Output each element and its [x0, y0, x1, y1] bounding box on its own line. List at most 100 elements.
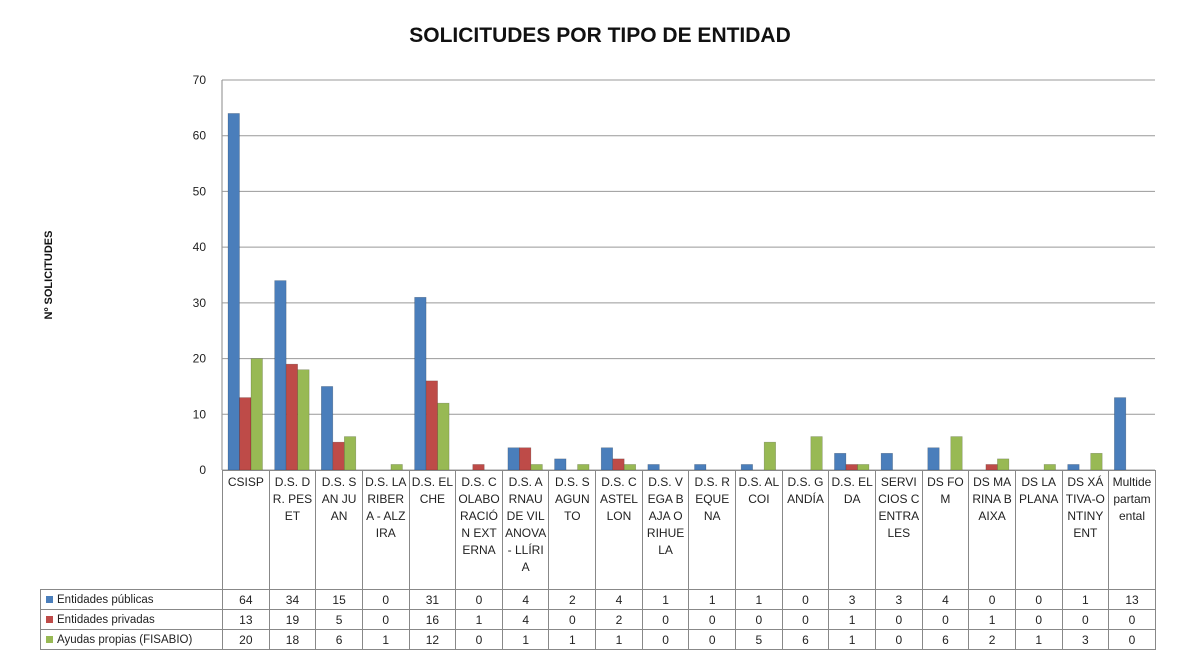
bar	[530, 464, 543, 471]
bar	[857, 464, 870, 471]
table-value: 0	[921, 609, 970, 630]
bar	[414, 296, 427, 471]
bar	[332, 441, 345, 471]
table-value: 0	[361, 589, 410, 610]
table-value: 2	[968, 629, 1016, 650]
x-tick-label: DS MARINA BAIXA	[968, 470, 1016, 590]
y-tick-label: 70	[193, 73, 207, 87]
y-tick-label: 50	[193, 184, 207, 198]
bar	[507, 447, 520, 471]
table-value: 1	[688, 589, 737, 610]
table-value: 1	[455, 609, 503, 630]
x-tick-label: DS LA PLANA	[1014, 470, 1063, 590]
table-value: 0	[641, 609, 690, 630]
x-tick-label: D.S. ARNAU DE VILANOVA - LLÍRIA	[501, 470, 550, 590]
bar	[297, 369, 310, 471]
table-value: 1	[968, 609, 1016, 630]
bar	[1090, 452, 1103, 471]
bar	[227, 113, 240, 471]
table-value: 5	[735, 629, 783, 650]
table-value: 0	[781, 609, 830, 630]
x-tick-label: D.S. LA RIBERA - ALZIRA	[361, 470, 410, 590]
y-tick-label: 20	[193, 352, 207, 366]
chart-title: SOLICITUDES POR TIPO DE ENTIDAD	[409, 24, 791, 47]
table-value: 1	[1014, 629, 1063, 650]
table-value: 0	[1014, 589, 1063, 610]
table-value: 20	[222, 629, 270, 650]
x-tick-label: D.S. REQUENA	[688, 470, 737, 590]
bar	[343, 436, 357, 471]
x-tick-label: D.S. GANDÍA	[781, 470, 830, 590]
x-tick-label: SERVICIOS CENTRALES	[874, 470, 923, 590]
bar	[519, 447, 532, 471]
bar	[950, 436, 963, 471]
bar	[1043, 464, 1056, 471]
table-value: 1	[361, 629, 410, 650]
x-tick-label: D.S. COLABORACIÓN EXTERNA	[455, 470, 503, 590]
y-tick-label: 40	[193, 240, 207, 254]
x-tick-label: D.S. VEGA BAJA ORIHUELA	[641, 470, 690, 590]
table-value: 1	[1061, 589, 1110, 610]
table-value: 2	[595, 609, 643, 630]
bar	[285, 363, 298, 471]
bar	[810, 436, 823, 471]
data-row: Ayudas propias (FISABIO) 20 18 6 1 12 0 1 1 1 0 0 5 6…	[40, 629, 1156, 650]
table-value: 6	[315, 629, 363, 650]
bar	[390, 464, 403, 471]
table-value: 4	[595, 589, 643, 610]
legend-label: Entidades privadas	[57, 613, 155, 626]
legend-swatch	[46, 595, 53, 603]
legend-entry: Ayudas propias (FISABIO)	[40, 629, 223, 650]
table-value: 0	[1061, 609, 1110, 630]
table-value: 0	[688, 609, 737, 630]
legend-swatch	[46, 615, 53, 623]
table-value: 13	[222, 609, 270, 630]
table-value: 4	[501, 609, 550, 630]
bar	[250, 358, 263, 471]
table-value: 1	[641, 589, 690, 610]
x-tick-label: D.S. SAN JUAN	[315, 470, 363, 590]
table-value: 1	[548, 629, 597, 650]
data-row: Entidades públicas 64 34 15 0 31 0 4 2 4 1 1 1 0 3 3 4 0 0…	[40, 589, 1156, 610]
x-tick-label: D.S. ALCOI	[735, 470, 783, 590]
table-value: 3	[874, 589, 923, 610]
x-tick-label: D.S. SAGUNTO	[548, 470, 597, 590]
y-axis-label: Nº SOLICITUDES	[43, 231, 55, 320]
table-value: 1	[828, 629, 876, 650]
table-value: 3	[1061, 629, 1110, 650]
data-row: Entidades privadas 13 19 5 0 16 1 4 0 2 0 0 0 0 1 0 0 1 0 0…	[40, 609, 1156, 630]
bar	[647, 464, 660, 471]
table-value: 0	[548, 609, 597, 630]
table-value: 0	[641, 629, 690, 650]
bar	[880, 452, 893, 471]
legend-entry: Entidades públicas	[40, 589, 223, 610]
table-value: 0	[1108, 629, 1156, 650]
legend-label: Entidades públicas	[57, 593, 154, 606]
table-value: 0	[455, 589, 503, 610]
y-tick-label: 0	[199, 463, 206, 477]
x-tick-label: Multidepartamental	[1108, 470, 1156, 590]
bar	[834, 452, 847, 471]
y-tick-label: 10	[193, 407, 207, 421]
table-value: 1	[501, 629, 550, 650]
bar	[623, 464, 637, 471]
table-value: 0	[688, 629, 737, 650]
bar	[320, 386, 334, 471]
blank	[40, 470, 223, 590]
table-value: 0	[781, 589, 830, 610]
table-value: 13	[1108, 589, 1156, 610]
x-tick-label: DS XÁTIVA-ONTINYENT	[1061, 470, 1110, 590]
table-value: 0	[874, 629, 923, 650]
table-value: 1	[595, 629, 643, 650]
bar	[694, 464, 707, 471]
table-value: 6	[781, 629, 830, 650]
bar	[437, 402, 450, 471]
table-value: 0	[1014, 609, 1063, 630]
table-value: 0	[1108, 609, 1156, 630]
x-tick-label: D.S. ELCHE	[408, 470, 457, 590]
bar	[612, 458, 625, 471]
bar	[740, 464, 753, 471]
table-value: 0	[735, 609, 783, 630]
legend-swatch	[46, 635, 53, 643]
